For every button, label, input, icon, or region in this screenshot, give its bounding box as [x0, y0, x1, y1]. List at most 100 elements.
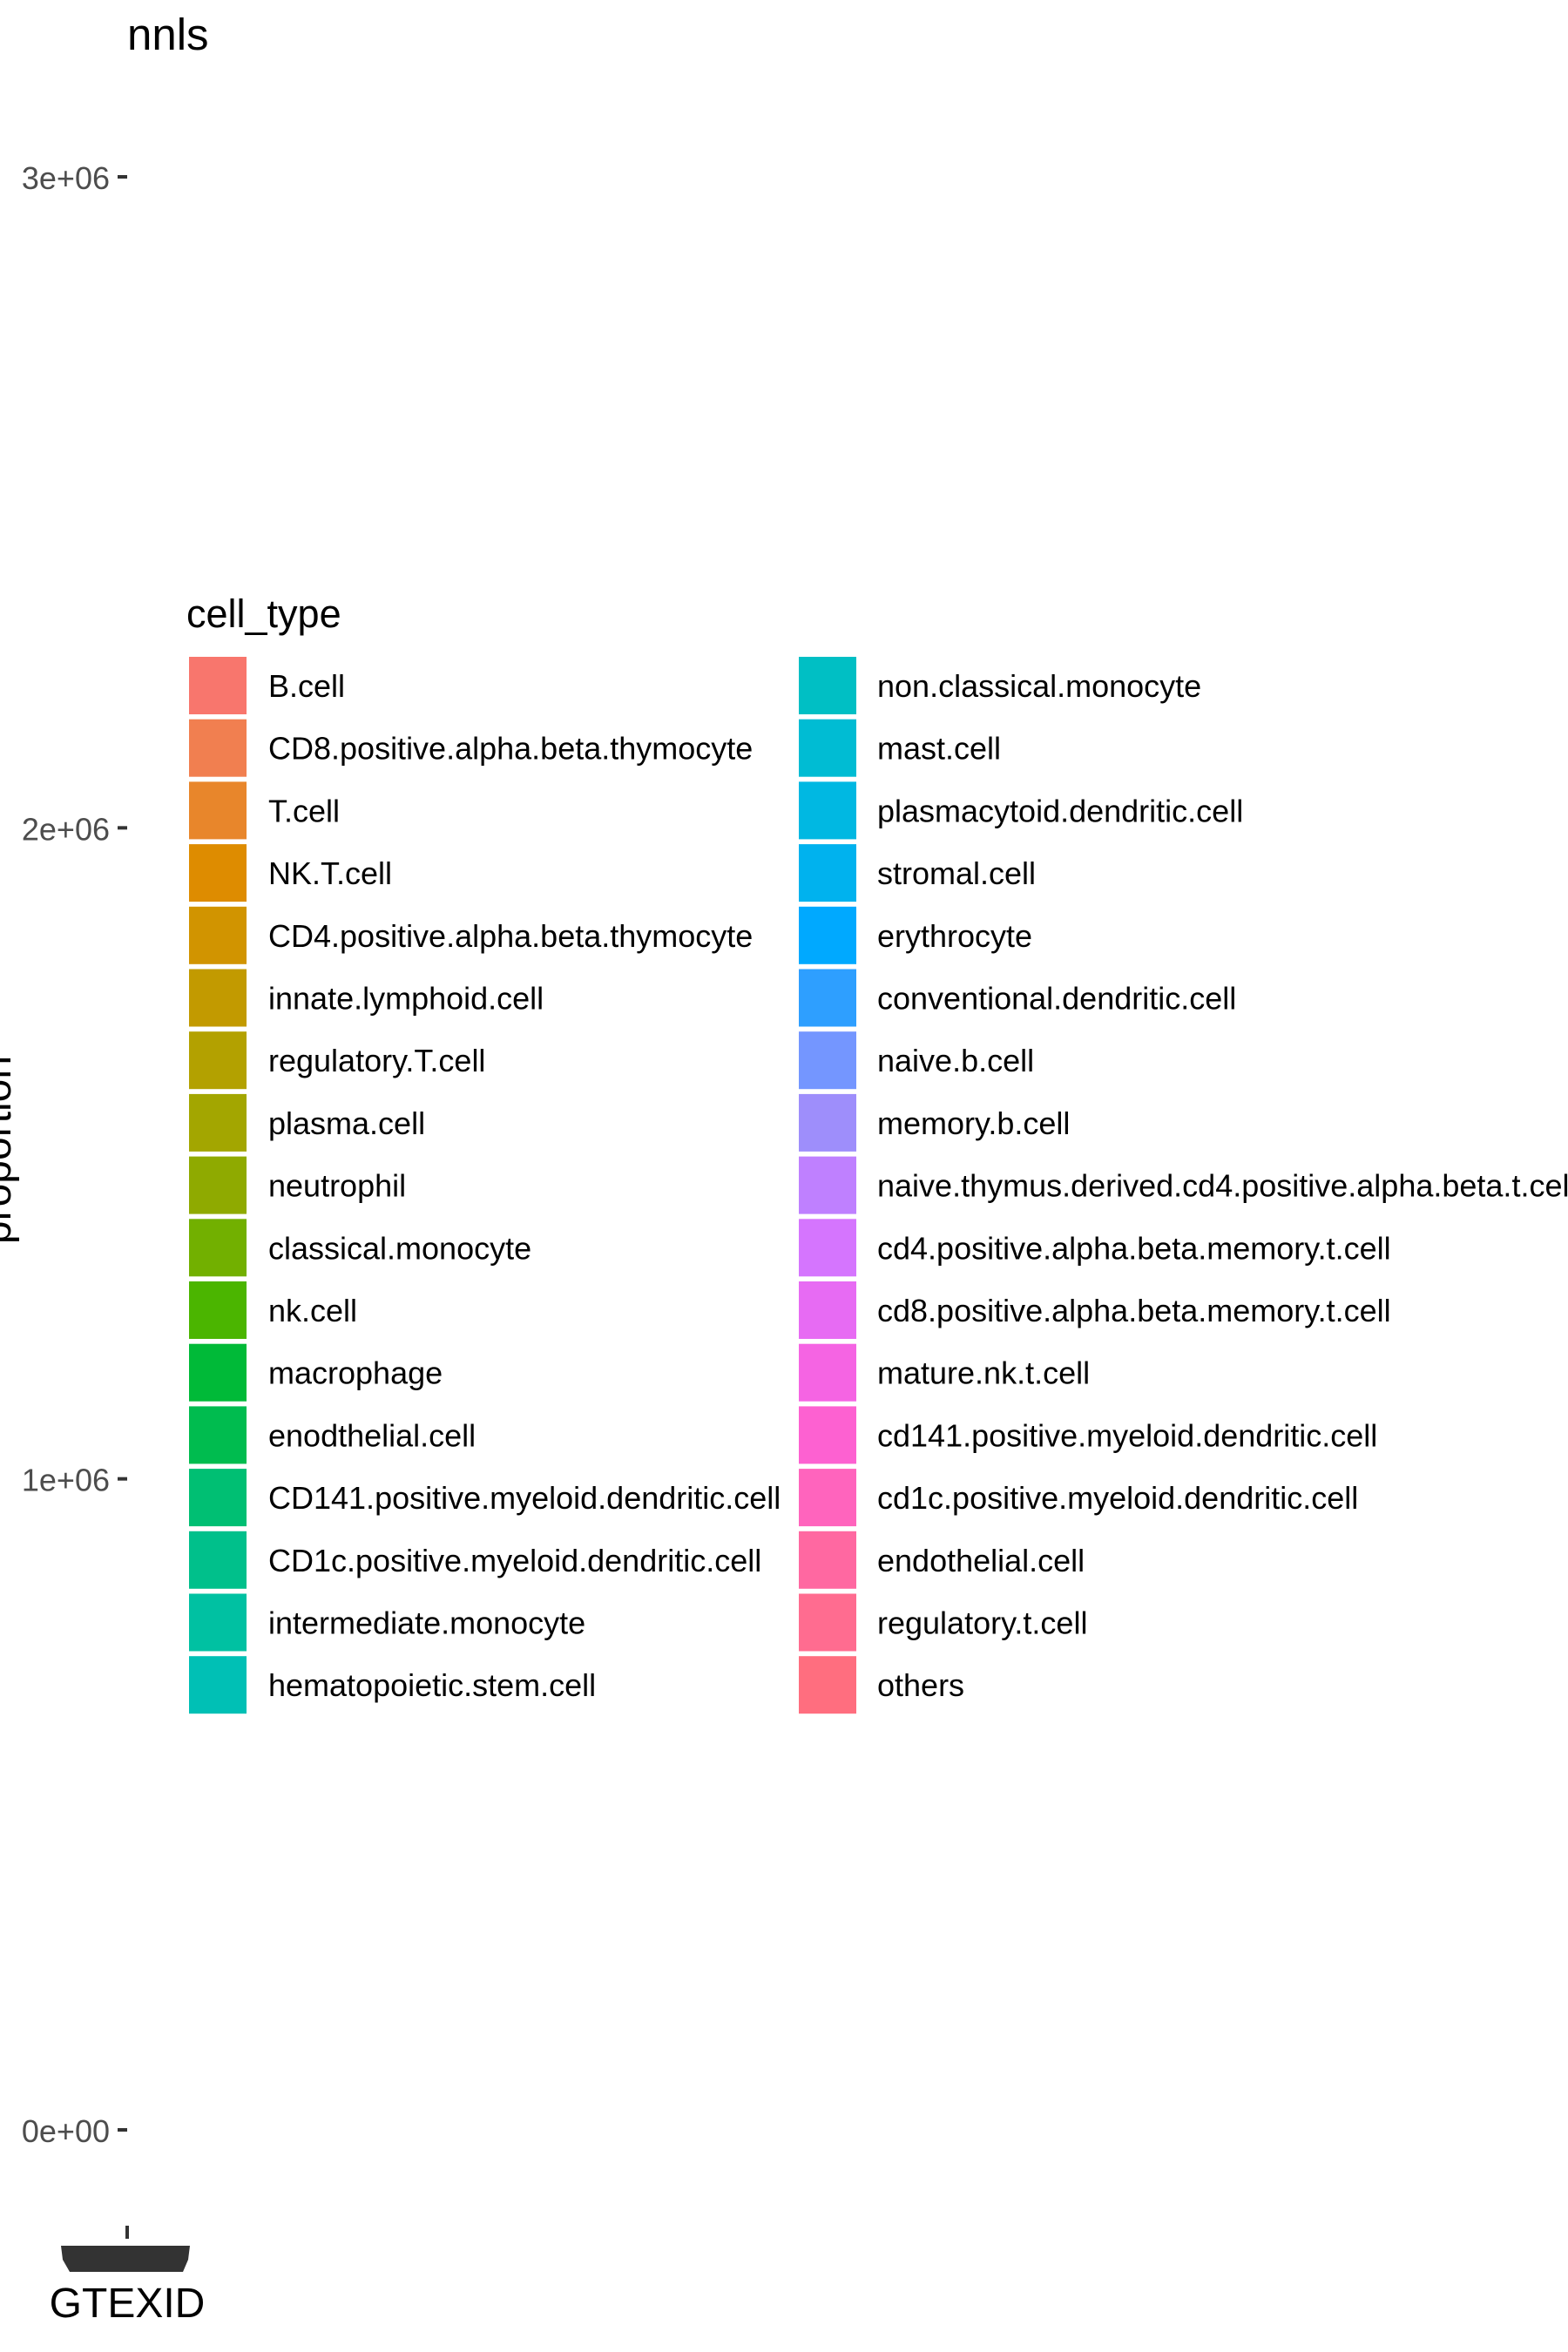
legend-item: endothelial.cell [797, 1529, 1085, 1591]
legend-item: erythrocyte [797, 904, 1032, 966]
legend-swatch [189, 1343, 247, 1402]
legend-item: intermediate.monocyte [187, 1592, 585, 1653]
legend-swatch [799, 719, 856, 777]
legend-label: CD1c.positive.myeloid.dendritic.cell [268, 1543, 761, 1578]
legend-swatch [799, 906, 856, 964]
legend-swatch [189, 1406, 247, 1464]
legend-label: regulatory.T.cell [268, 1043, 485, 1078]
legend-item: cd4.positive.alpha.beta.memory.t.cell [797, 1217, 1391, 1279]
legend-item: NK.T.cell [187, 842, 392, 904]
legend-item: enodthelial.cell [187, 1404, 476, 1466]
legend-item: non.classical.monocyte [797, 655, 1201, 716]
legend-label: intermediate.monocyte [268, 1605, 585, 1641]
y-axis-tick-label: 0e+00 [22, 2113, 110, 2149]
legend-label: mast.cell [877, 731, 1001, 767]
legend-swatch [189, 781, 247, 840]
legend-swatch [799, 844, 856, 902]
legend-swatch [799, 1469, 856, 1527]
legend-swatch [189, 1093, 247, 1152]
legend: cell_type B.cell CD8.positive.alpha.beta.… [186, 591, 1568, 1716]
x-axis-tick-label-mark [61, 2246, 190, 2272]
y-axis-tick-label: 3e+06 [22, 160, 110, 196]
legend-item: B.cell [187, 655, 345, 716]
legend-item: memory.b.cell [797, 1092, 1070, 1153]
legend-label: mature.nk.t.cell [877, 1355, 1090, 1391]
legend-item: others [797, 1654, 964, 1716]
legend-item: nk.cell [187, 1280, 357, 1341]
legend-label: classical.monocyte [268, 1230, 531, 1266]
legend-label: cd8.positive.alpha.beta.memory.t.cell [877, 1293, 1391, 1328]
legend-item: hematopoietic.stem.cell [187, 1654, 596, 1716]
legend-item: cd8.positive.alpha.beta.memory.t.cell [797, 1280, 1391, 1341]
legend-item: cd1c.positive.myeloid.dendritic.cell [797, 1467, 1358, 1529]
legend-swatch [189, 906, 247, 964]
legend-swatch [799, 1219, 856, 1277]
legend-item: conventional.dendritic.cell [797, 967, 1236, 1029]
legend-label: memory.b.cell [877, 1105, 1070, 1141]
legend-swatch [799, 1156, 856, 1214]
legend-label: non.classical.monocyte [877, 668, 1201, 704]
legend-label: enodthelial.cell [268, 1417, 476, 1453]
y-axis-label: proportion [0, 1056, 20, 1244]
x-axis: GTEXID [50, 2226, 206, 2327]
legend-label: innate.lymphoid.cell [268, 981, 544, 1017]
legend-swatch [189, 1593, 247, 1652]
legend-item: mast.cell [797, 717, 1001, 779]
legend-item: regulatory.t.cell [797, 1592, 1087, 1653]
legend-swatch [799, 781, 856, 840]
legend-swatch [189, 1656, 247, 1714]
legend-label: cd4.positive.alpha.beta.memory.t.cell [877, 1230, 1391, 1266]
legend-label: naive.thymus.derived.cd4.positive.alpha.… [877, 1168, 1568, 1204]
legend-swatch [799, 1656, 856, 1714]
y-axis-tick-label: 2e+06 [22, 811, 110, 847]
legend-label: B.cell [268, 668, 345, 704]
legend-item: innate.lymphoid.cell [187, 967, 544, 1029]
y-axis-tick-label: 1e+06 [22, 1463, 110, 1498]
legend-label: hematopoietic.stem.cell [268, 1667, 596, 1703]
legend-swatch [799, 657, 856, 714]
legend-swatch [799, 1406, 856, 1464]
legend-item: mature.nk.t.cell [797, 1342, 1090, 1403]
legend-swatch [799, 1531, 856, 1589]
legend-swatch [189, 1031, 247, 1090]
legend-item: CD8.positive.alpha.beta.thymocyte [187, 717, 753, 779]
legend-swatch [799, 969, 856, 1027]
legend-item: T.cell [187, 780, 340, 841]
legend-swatch [189, 1531, 247, 1589]
legend-item: classical.monocyte [187, 1217, 531, 1279]
legend-label: endothelial.cell [877, 1543, 1085, 1578]
legend-label: plasmacytoid.dendritic.cell [877, 793, 1243, 828]
legend-item: regulatory.T.cell [187, 1030, 485, 1092]
legend-label: nk.cell [268, 1293, 357, 1328]
legend-item: CD1c.positive.myeloid.dendritic.cell [187, 1529, 761, 1591]
legend-item: naive.thymus.derived.cd4.positive.alpha.… [797, 1154, 1568, 1216]
legend-swatch [799, 1031, 856, 1090]
legend-item: stromal.cell [797, 842, 1036, 904]
legend-label: cd141.positive.myeloid.dendritic.cell [877, 1417, 1377, 1453]
legend-item: plasmacytoid.dendritic.cell [797, 780, 1243, 841]
x-axis-label: GTEXID [50, 2281, 206, 2327]
legend-swatch [799, 1281, 856, 1339]
legend-swatch [189, 657, 247, 714]
legend-label: regulatory.t.cell [877, 1605, 1087, 1641]
legend-swatch [189, 1281, 247, 1339]
legend-swatch [189, 1469, 247, 1527]
legend-title: cell_type [186, 591, 341, 636]
legend-label: CD4.positive.alpha.beta.thymocyte [268, 918, 753, 954]
legend-label: neutrophil [268, 1168, 406, 1204]
legend-label: others [877, 1667, 964, 1703]
legend-swatch [189, 969, 247, 1027]
legend-item: neutrophil [187, 1154, 406, 1216]
legend-label: erythrocyte [877, 918, 1032, 954]
legend-label: CD8.positive.alpha.beta.thymocyte [268, 731, 753, 767]
chart-title: nnls [127, 10, 209, 59]
legend-swatch [799, 1343, 856, 1402]
legend-item: naive.b.cell [797, 1030, 1034, 1092]
legend-label: naive.b.cell [877, 1043, 1034, 1078]
legend-item: cd141.positive.myeloid.dendritic.cell [797, 1404, 1377, 1466]
legend-swatch [799, 1593, 856, 1652]
legend-label: cd1c.positive.myeloid.dendritic.cell [877, 1480, 1358, 1516]
legend-item: plasma.cell [187, 1092, 425, 1153]
legend-label: conventional.dendritic.cell [877, 981, 1236, 1017]
